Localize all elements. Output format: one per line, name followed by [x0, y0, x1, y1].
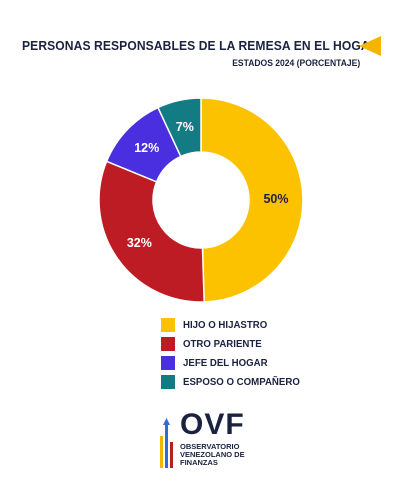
logo-line-2: VENEZOLANO DE: [180, 450, 245, 459]
logo-line-3: FINANZAS: [180, 458, 218, 467]
legend-label-3: ESPOSO O COMPAÑERO: [183, 375, 300, 388]
left-arrow-icon: [359, 36, 381, 56]
legend-swatch-1: [161, 336, 175, 351]
legend-item-3: ESPOSO O COMPAÑERO: [161, 372, 310, 391]
slice-label-0: 50%: [263, 192, 288, 206]
slice-label-2: 12%: [134, 141, 159, 155]
legend-swatch-3: [161, 374, 175, 389]
slice-label-3: 7%: [176, 120, 194, 134]
slice-label-1: 32%: [127, 236, 152, 250]
legend-label-2: JEFE DEL HOGAR: [183, 356, 268, 369]
legend-swatch-0: [161, 317, 175, 332]
ovf-logo: OVF OBSERVATORIO VENEZOLANO DE FINANZAS: [158, 408, 258, 470]
legend-item-0: HIJO O HIJASTRO: [161, 315, 310, 334]
slice-0: [200, 97, 304, 303]
logo-bars-icon: [160, 418, 173, 468]
chart-legend: HIJO O HIJASTRO OTRO PARIENTE JEFE DEL HOG…: [161, 315, 310, 391]
chart-subtitle: ESTADOS 2024 (PORCENTAJE): [232, 58, 360, 69]
legend-item-2: JEFE DEL HOGAR: [161, 353, 310, 372]
slice-1: [98, 160, 205, 303]
legend-label-1: OTRO PARIENTE: [183, 337, 262, 350]
slice-3: [156, 97, 202, 158]
chart-title: PERSONAS RESPONSABLES DE LA REMESA EN EL…: [22, 38, 379, 53]
legend-item-1: OTRO PARIENTE: [161, 334, 310, 353]
legend-label-0: HIJO O HIJASTRO: [183, 318, 268, 331]
legend-swatch-2: [161, 355, 175, 370]
logo-letters: OVF: [180, 408, 245, 441]
logo-line-1: OBSERVATORIO: [180, 442, 240, 451]
